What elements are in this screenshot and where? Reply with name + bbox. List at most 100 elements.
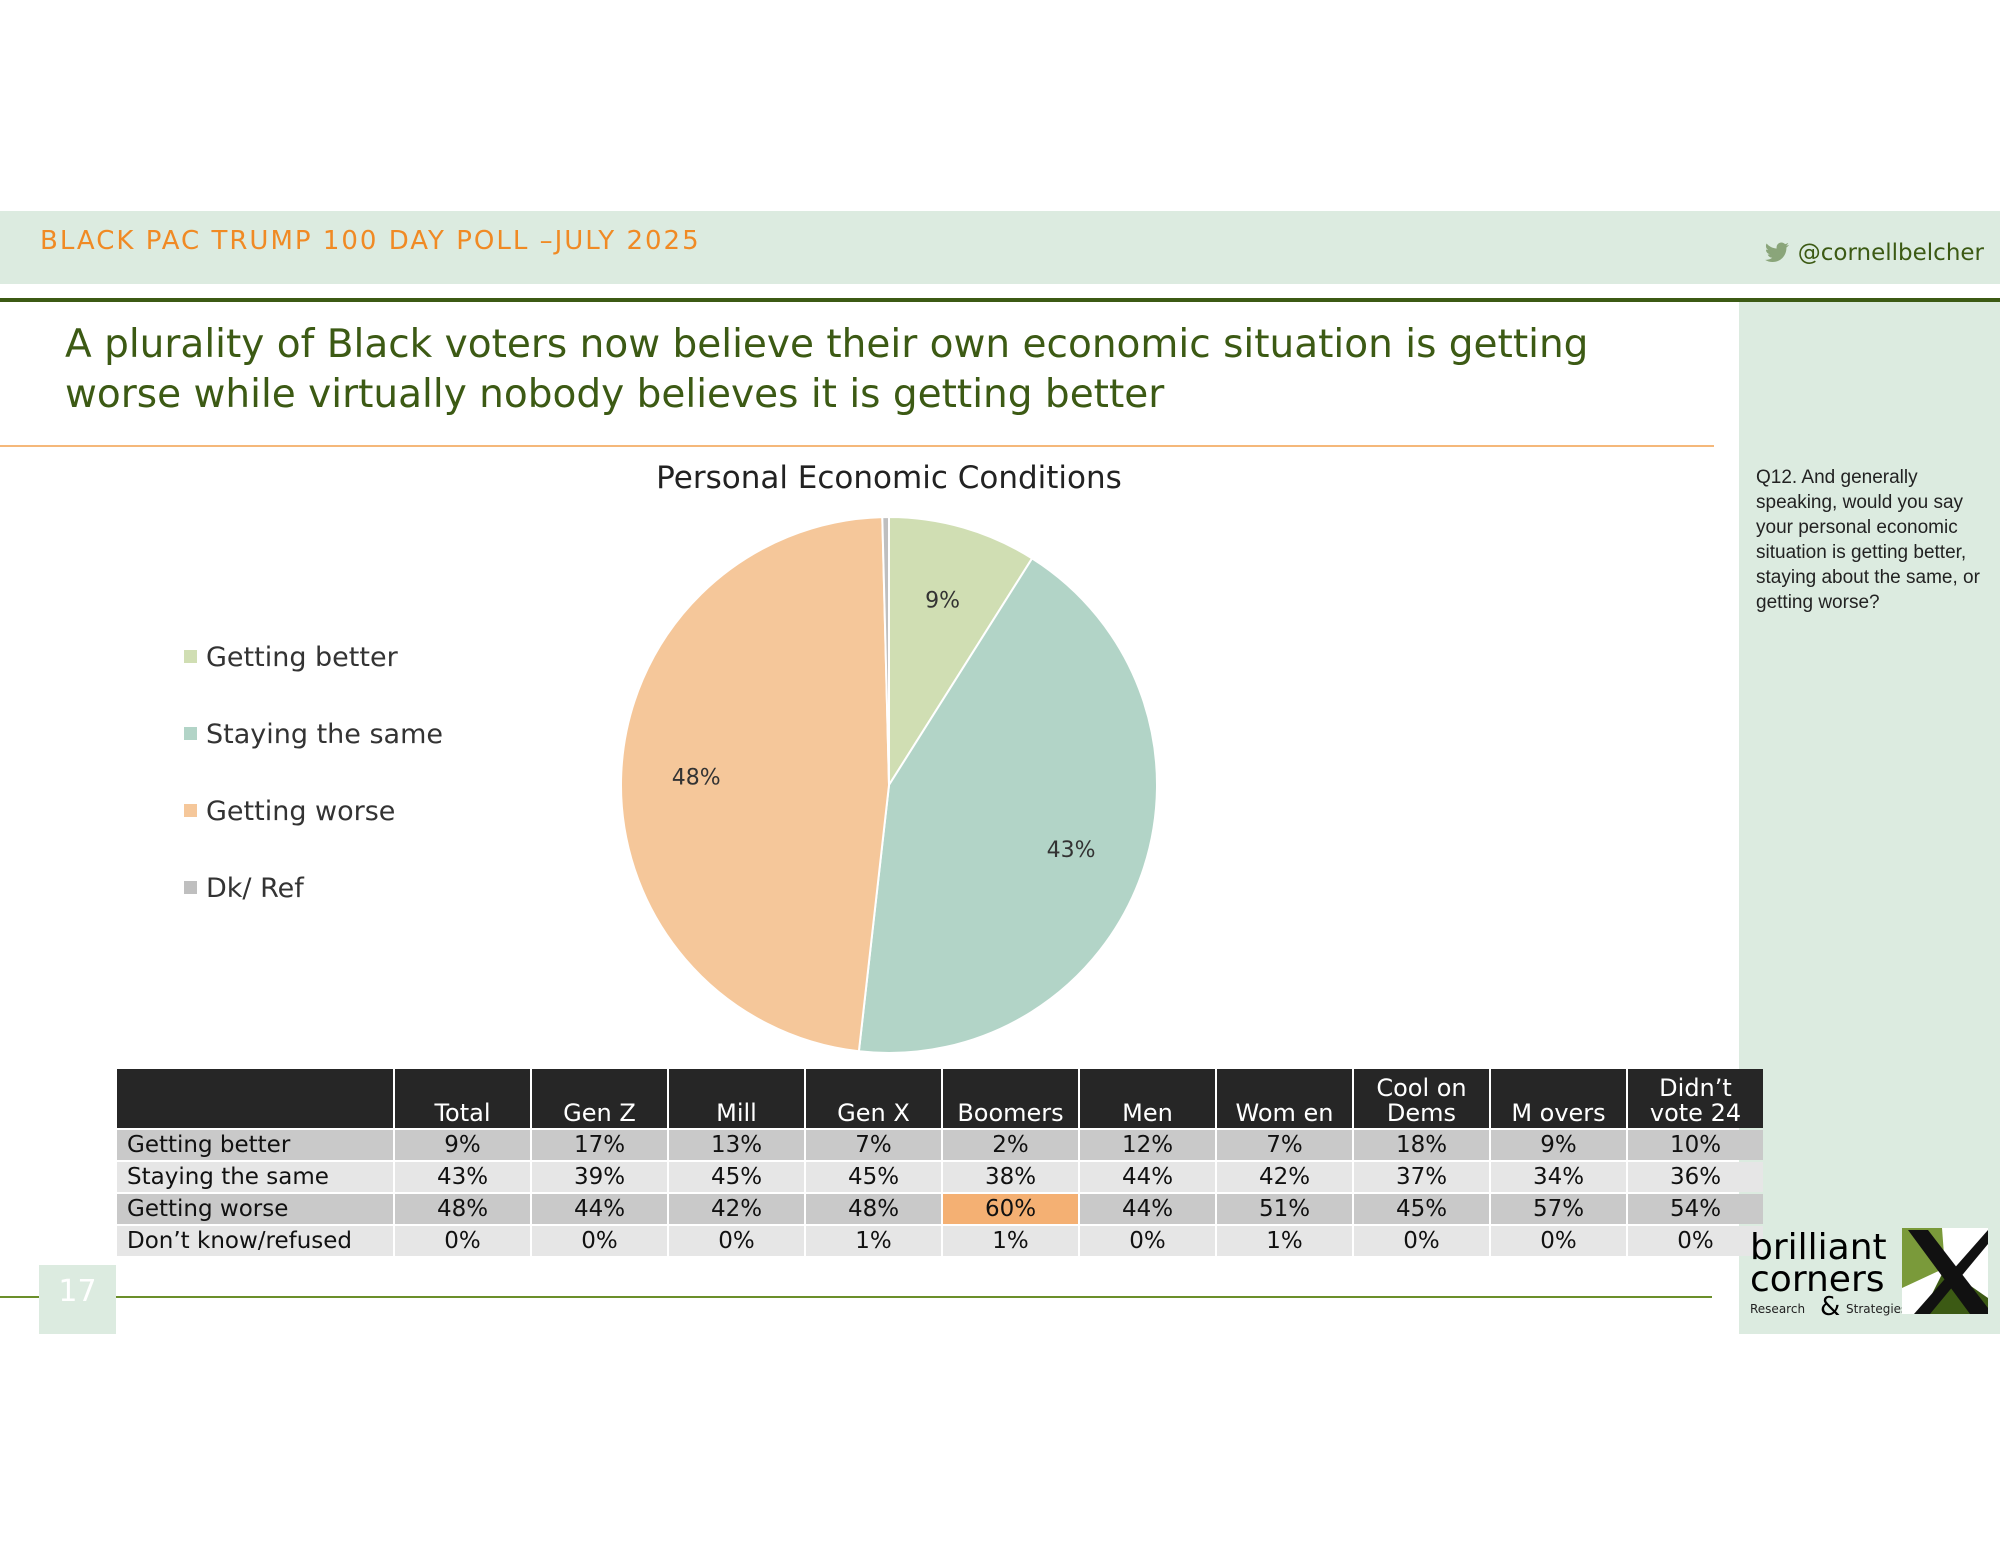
legend-swatch-1 — [184, 727, 197, 740]
pie-chart: Personal Economic Conditions 9% 43% 48% Gett… — [184, 460, 1158, 1054]
legend-swatch-3 — [184, 881, 197, 894]
logo-x-mark-icon — [1902, 1228, 1988, 1314]
table-cell: 0% — [1491, 1226, 1626, 1256]
table-cell: 7% — [1217, 1130, 1352, 1160]
pie-slice-1 — [857, 557, 1158, 1054]
twitter-handle-text: @cornellbelcher — [1797, 240, 1984, 266]
column-header: Mill — [669, 1069, 804, 1128]
table-cell: 36% — [1628, 1162, 1763, 1192]
table-cell: 48% — [806, 1194, 941, 1224]
table-cell: 45% — [669, 1162, 804, 1192]
column-header: Wom en — [1217, 1069, 1352, 1128]
table-cell: 1% — [1217, 1226, 1352, 1256]
table-cell: 1% — [806, 1226, 941, 1256]
logo-word-corners: corners — [1750, 1259, 1885, 1300]
poll-title: BLACK PAC TRUMP 100 DAY POLL –JULY 2025 — [40, 226, 701, 256]
table-cell: 37% — [1354, 1162, 1489, 1192]
chart-title: Personal Economic Conditions — [656, 460, 1122, 496]
twitter-bird-icon — [1764, 242, 1789, 262]
table-cell: 0% — [669, 1226, 804, 1256]
pie-data-label-2: 48% — [672, 766, 721, 791]
table-cell: 13% — [669, 1130, 804, 1160]
headline-divider — [0, 445, 1714, 447]
legend-label-0: Getting better — [206, 642, 399, 673]
footer-divider-left — [0, 1296, 39, 1298]
table-cell: 38% — [943, 1162, 1078, 1192]
column-header: Gen Z — [532, 1069, 667, 1128]
table-cell: 57% — [1491, 1194, 1626, 1224]
column-header: Cool on Dems — [1354, 1069, 1489, 1128]
survey-question: Q12. And generally speaking, would you s… — [1756, 467, 1980, 613]
table-cell: 0% — [395, 1226, 530, 1256]
pie-slice-0 — [888, 515, 1034, 789]
footer-divider — [116, 1296, 1712, 1298]
logo-word-brilliant: brilliant — [1750, 1227, 1887, 1268]
table-body: Getting better 9% 17% 13% 7% 2% 12% 7% 18% 9% 10% S… — [117, 1130, 1763, 1256]
table-cell: 9% — [395, 1130, 530, 1160]
table-corner-header — [117, 1069, 393, 1128]
table-header-row: Total Gen Z Mill Gen X Boomers Men Wom en Cool … — [117, 1069, 1763, 1128]
legend-label-1: Staying the same — [206, 719, 443, 750]
table-cell: 0% — [1628, 1226, 1763, 1256]
row-label: Staying the same — [117, 1162, 393, 1192]
table-cell: 18% — [1354, 1130, 1489, 1160]
table-cell: 39% — [532, 1162, 667, 1192]
slide-headline: A plurality of Black voters now believe … — [65, 322, 1589, 417]
column-header: Boomers — [943, 1069, 1078, 1128]
table-cell: 34% — [1491, 1162, 1626, 1192]
column-header: Didn’t vote 24 — [1628, 1069, 1763, 1128]
brilliant-corners-logo: brilliant corners & Research Strategies — [1750, 1228, 1990, 1320]
header-band — [0, 211, 2000, 284]
table-cell: 42% — [669, 1194, 804, 1224]
table-cell: 7% — [806, 1130, 941, 1160]
crosstab-table: Total Gen Z Mill Gen X Boomers Men Wom en Cool … — [115, 1067, 1765, 1258]
table-cell: 54% — [1628, 1194, 1763, 1224]
page-number: 17 — [58, 1274, 97, 1309]
table-cell: 9% — [1491, 1130, 1626, 1160]
table-row: Don’t know/refused 0% 0% 0% 1% 1% 0% 1% 0% 0% 0% — [117, 1226, 1763, 1256]
table-row: Getting worse 48% 44% 42% 48% 60% 44% 51% 45% 57%… — [117, 1194, 1763, 1224]
legend-label-2: Getting worse — [206, 796, 395, 827]
page-number-box — [39, 1265, 116, 1334]
pie-data-label-0: 9% — [925, 589, 960, 614]
logo-word-strategies: Strategies — [1846, 1302, 1908, 1316]
table-cell: 0% — [532, 1226, 667, 1256]
table-cell: 0% — [1354, 1226, 1489, 1256]
right-side-panel — [1739, 302, 2000, 1334]
row-label: Getting worse — [117, 1194, 393, 1224]
table-cell: 51% — [1217, 1194, 1352, 1224]
legend-label-3: Dk/ Ref — [206, 873, 305, 904]
logo-word-research: Research — [1750, 1302, 1806, 1316]
table-cell: 44% — [1080, 1194, 1215, 1224]
column-header: Total — [395, 1069, 530, 1128]
table-cell: 0% — [1080, 1226, 1215, 1256]
row-label: Getting better — [117, 1130, 393, 1160]
twitter-handle[interactable]: @cornellbelcher — [1764, 240, 1984, 266]
table-cell: 2% — [943, 1130, 1078, 1160]
column-header: M overs — [1491, 1069, 1626, 1128]
column-header: Gen X — [806, 1069, 941, 1128]
table-cell: 17% — [532, 1130, 667, 1160]
logo-ampersand: & — [1820, 1292, 1841, 1322]
pie-slice-2 — [620, 516, 891, 1053]
row-label: Don’t know/refused — [117, 1226, 393, 1256]
pie-data-label-1: 43% — [1047, 838, 1096, 863]
pie-slice-3 — [881, 515, 890, 786]
table-row: Staying the same 43% 39% 45% 45% 38% 44% 42% 37%… — [117, 1162, 1763, 1192]
table-cell: 43% — [395, 1162, 530, 1192]
table-cell: 1% — [943, 1226, 1078, 1256]
table-row: Getting better 9% 17% 13% 7% 2% 12% 7% 18% 9% 10% — [117, 1130, 1763, 1160]
header-divider — [0, 298, 2000, 302]
column-header: Men — [1080, 1069, 1215, 1128]
table-cell: 45% — [1354, 1194, 1489, 1224]
table-cell: 42% — [1217, 1162, 1352, 1192]
table-cell: 44% — [1080, 1162, 1215, 1192]
table-cell: 45% — [806, 1162, 941, 1192]
table-cell: 10% — [1628, 1130, 1763, 1160]
table-cell: 44% — [532, 1194, 667, 1224]
table-cell: 12% — [1080, 1130, 1215, 1160]
legend-swatch-0 — [184, 650, 197, 663]
table-cell: 60% — [943, 1194, 1078, 1224]
table-cell: 48% — [395, 1194, 530, 1224]
legend-swatch-2 — [184, 804, 197, 817]
